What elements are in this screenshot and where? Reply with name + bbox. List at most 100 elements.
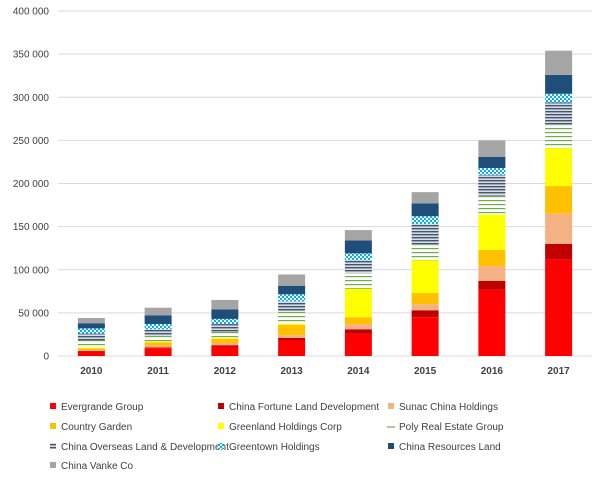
x-tick-label: 2017 [548, 366, 571, 377]
bar-segment [278, 337, 306, 341]
legend-label: China Vanke Co [61, 461, 134, 472]
bar-segment [211, 343, 239, 346]
bar-segment [411, 293, 439, 305]
bars [77, 50, 573, 356]
bar-segment [211, 346, 239, 356]
bar-segment [77, 333, 105, 341]
bar-segment [545, 74, 573, 94]
bar-segment [411, 192, 439, 204]
bar-segment [478, 156, 506, 168]
legend-swatch [218, 403, 224, 409]
bar-segment [478, 167, 506, 175]
bar-segment [211, 299, 239, 310]
bar-segment [77, 347, 105, 349]
bar-segment [278, 324, 306, 336]
bar-segment [77, 328, 105, 334]
bar-segment [278, 340, 306, 356]
bar-segment [411, 317, 439, 356]
bar-segment [478, 140, 506, 157]
legend-swatch [388, 403, 394, 409]
bar-segment [545, 148, 573, 187]
bar-segment [344, 240, 372, 254]
y-tick-label: 250 000 [13, 136, 50, 147]
bar-segment [144, 341, 172, 343]
y-axis-tick-labels: 0 50 000 100 000 150 000 200 000 250 000 300 0… [13, 7, 50, 363]
bar-segment [278, 301, 306, 312]
bar-segment [77, 349, 105, 351]
legend-item: China Overseas Land & Development [50, 442, 229, 453]
legend-item: Greenland Holdings Corp [218, 422, 342, 433]
bar-segment [478, 266, 506, 281]
y-tick-label: 200 000 [13, 179, 50, 190]
legend-swatch [218, 423, 224, 429]
y-tick-label: 350 000 [13, 50, 50, 61]
bar-segment [478, 174, 506, 196]
y-tick-label: 100 000 [13, 265, 50, 276]
legend-swatch [218, 443, 224, 449]
bar-segment [77, 351, 105, 356]
legend-swatch [50, 403, 56, 409]
bar-segment [478, 249, 506, 267]
bar-segment [344, 329, 372, 334]
bar-segment [344, 273, 372, 289]
legend-label: China Fortune Land Development [229, 402, 379, 413]
legend-item: China Vanke Co [50, 461, 134, 472]
bar-segment [144, 315, 172, 325]
bar-segment [144, 324, 172, 330]
bar-segment [144, 345, 172, 348]
x-tick-label: 2014 [347, 366, 370, 377]
bar-segment [344, 260, 372, 274]
x-tick-label: 2011 [147, 366, 169, 377]
bar-segment [211, 318, 239, 325]
gridlines [58, 10, 592, 357]
x-tick-label: 2016 [481, 366, 504, 377]
bar-segment [77, 348, 105, 350]
bar-segment [545, 124, 573, 149]
bar-segment [144, 307, 172, 316]
legend-swatch [50, 462, 56, 468]
legend-swatch [50, 443, 56, 449]
bar-segment [211, 345, 239, 347]
bar-segment [211, 331, 239, 338]
x-tick-label: 2010 [80, 366, 103, 377]
x-tick-label: 2012 [214, 366, 237, 377]
legend-item: China Resources Land [388, 442, 501, 453]
legend-swatch [50, 423, 56, 429]
bar-segment [211, 338, 239, 344]
bar-segment [77, 323, 105, 329]
bar-segment [411, 304, 439, 311]
legend-item: Sunac China Holdings [388, 402, 498, 413]
legend-label: Greentown Holdings [229, 442, 320, 453]
bar-segment [211, 324, 239, 332]
y-tick-label: 0 [43, 352, 49, 363]
x-tick-label: 2013 [281, 366, 304, 377]
bar-segment [344, 253, 372, 261]
bar-segment [211, 309, 239, 319]
bar-segment [411, 216, 439, 225]
bar-segment [211, 337, 239, 339]
bar-segment [478, 289, 506, 356]
bar-segment [344, 324, 372, 330]
bar-segment [411, 310, 439, 318]
bar-segment [344, 230, 372, 241]
bar-segment [144, 348, 172, 356]
bar-segment [411, 203, 439, 217]
bar-segment [545, 243, 573, 260]
legend-item: Poly Real Estate Group [387, 422, 504, 433]
bar-segment [278, 285, 306, 295]
bar-segment [478, 195, 506, 215]
bar-segment [278, 274, 306, 286]
legend-label: Country Garden [61, 422, 132, 433]
bar-segment [545, 259, 573, 356]
bar-segment [144, 336, 172, 342]
bar-segment [545, 186, 573, 214]
bar-segment [278, 323, 306, 325]
y-tick-label: 150 000 [13, 222, 50, 233]
bar-segment [278, 335, 306, 338]
y-tick-label: 300 000 [13, 93, 50, 104]
y-tick-label: 50 000 [18, 308, 49, 319]
bar-segment [545, 93, 573, 103]
bar-segment [344, 333, 372, 356]
